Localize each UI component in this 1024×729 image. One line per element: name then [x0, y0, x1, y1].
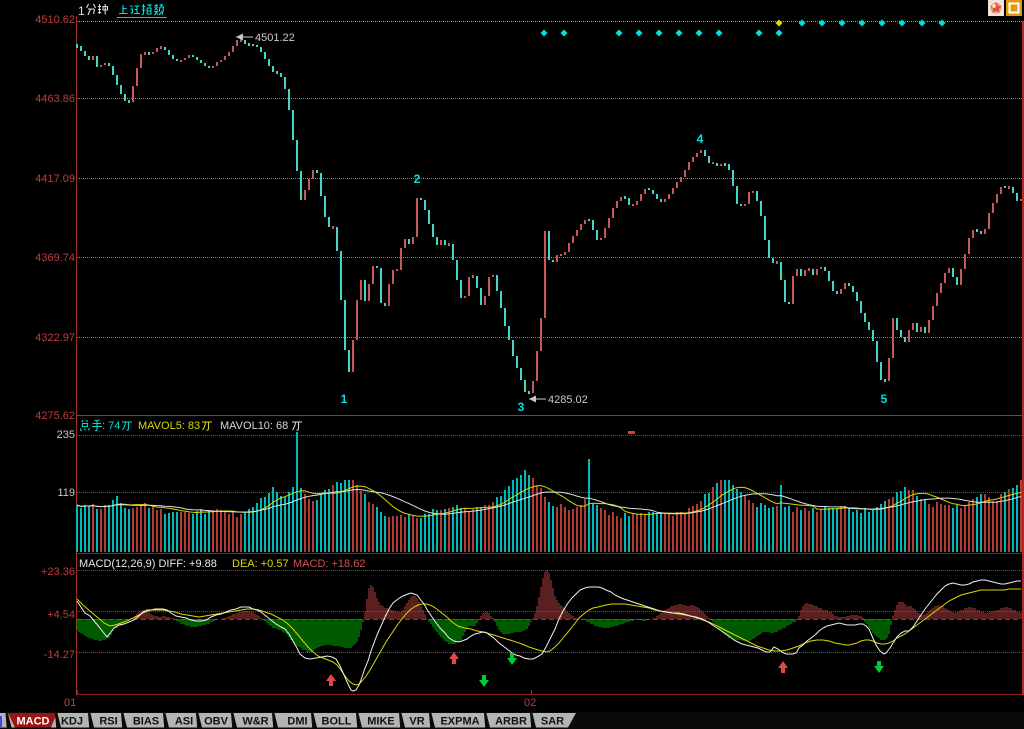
svg-text:VR: VR	[409, 716, 424, 728]
svg-text:MACD(12,26,9) DIFF: +9.88: MACD(12,26,9) DIFF: +9.88	[79, 558, 217, 570]
svg-text:MACD: +18.62: MACD: +18.62	[293, 558, 365, 570]
svg-text:235: 235	[57, 429, 75, 441]
svg-text:4322.97: 4322.97	[35, 332, 75, 344]
svg-text:4510.62: 4510.62	[35, 14, 75, 26]
svg-text:119: 119	[57, 487, 75, 499]
svg-text:4275.62: 4275.62	[35, 410, 75, 422]
svg-text:4501.22: 4501.22	[255, 32, 295, 44]
svg-text:: 74: : 74	[102, 420, 120, 432]
svg-text:MIKE: MIKE	[367, 716, 395, 728]
svg-text:1: 1	[78, 4, 85, 18]
svg-text:4: 4	[697, 132, 704, 146]
svg-text:OBV: OBV	[204, 716, 229, 728]
svg-text:MACD: MACD	[17, 716, 50, 728]
svg-text:+23.36: +23.36	[41, 566, 75, 578]
svg-text:EXPMA: EXPMA	[440, 716, 479, 728]
svg-text:DEA: +0.57: DEA: +0.57	[232, 558, 289, 570]
svg-text:5: 5	[881, 392, 888, 406]
svg-text:01: 01	[64, 697, 76, 709]
svg-text:W&R: W&R	[242, 716, 268, 728]
svg-text:2: 2	[414, 172, 421, 186]
svg-text:SAR: SAR	[541, 716, 564, 728]
svg-text:4285.02: 4285.02	[548, 394, 588, 406]
svg-text:+4.54: +4.54	[47, 609, 75, 621]
svg-text:MAVOL10: 68: MAVOL10: 68	[220, 420, 288, 432]
svg-text:DMI: DMI	[287, 716, 307, 728]
svg-text:BIAS: BIAS	[133, 716, 159, 728]
svg-text:-14.27: -14.27	[44, 649, 75, 661]
svg-text:ASI: ASI	[175, 716, 193, 728]
svg-text:KDJ: KDJ	[61, 716, 83, 728]
svg-text:4369.74: 4369.74	[35, 252, 75, 264]
svg-text:MAVOL5: 83: MAVOL5: 83	[138, 420, 200, 432]
svg-text:1: 1	[341, 392, 348, 406]
svg-text:ARBR: ARBR	[495, 716, 527, 728]
svg-text:RSI: RSI	[99, 716, 117, 728]
svg-text:3: 3	[518, 400, 525, 414]
svg-text:BOLL: BOLL	[322, 716, 352, 728]
svg-text:4463.86: 4463.86	[35, 93, 75, 105]
svg-text:02: 02	[524, 697, 536, 709]
svg-text:4417.09: 4417.09	[35, 173, 75, 185]
